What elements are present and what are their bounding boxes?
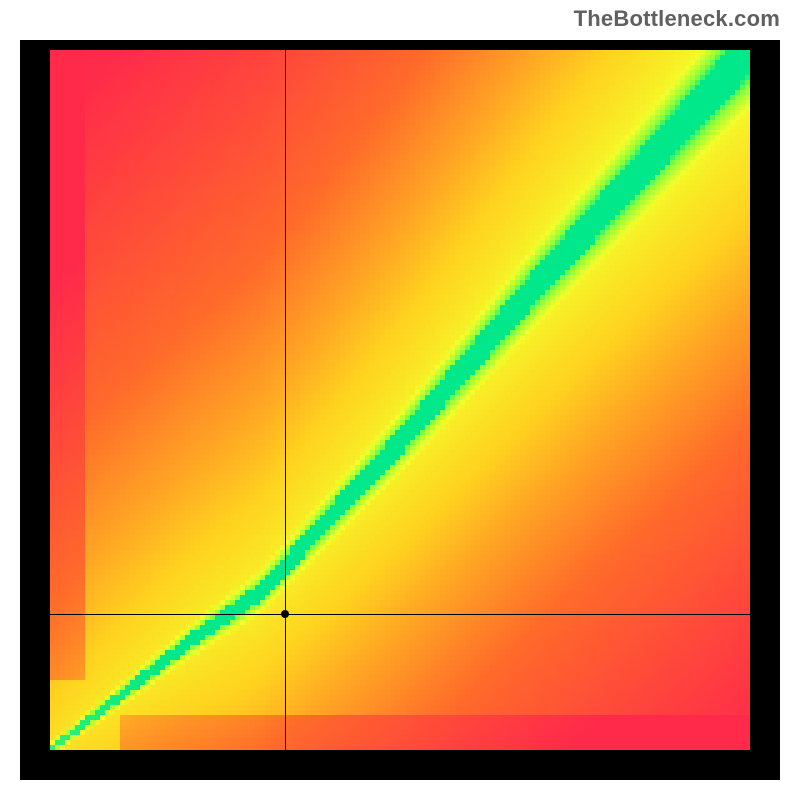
plot-area	[20, 40, 780, 780]
crosshair-dot	[281, 610, 289, 618]
watermark-text: TheBottleneck.com	[574, 6, 780, 32]
chart-frame: TheBottleneck.com	[0, 0, 800, 800]
crosshair-vertical	[285, 50, 286, 750]
heatmap-canvas	[50, 50, 750, 750]
crosshair-horizontal	[50, 614, 750, 615]
